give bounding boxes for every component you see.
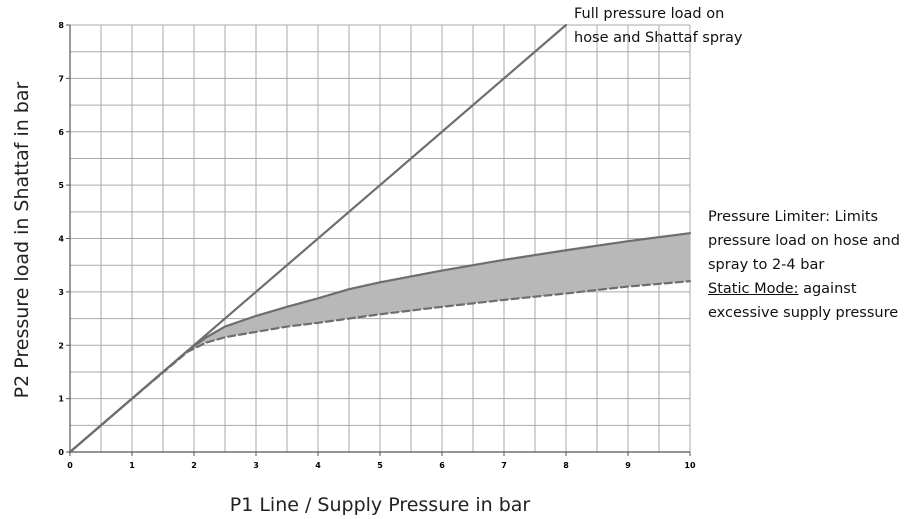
y-tick-label: 4 <box>58 235 64 244</box>
y-tick-label: 3 <box>58 288 64 297</box>
annotation-line: excessive supply pressure <box>708 305 899 321</box>
y-tick-label: 8 <box>58 21 64 30</box>
limiter-band <box>70 233 690 452</box>
y-tick-label: 1 <box>58 395 64 404</box>
limiter-upper-line <box>68 232 692 454</box>
x-tick-label: 0 <box>67 461 73 470</box>
annotation-line: Full pressure load on <box>574 6 725 22</box>
x-tick-label: 10 <box>684 461 696 470</box>
x-tick-label: 8 <box>563 461 569 470</box>
chart-grid <box>69 24 691 453</box>
x-tick-label: 3 <box>253 461 259 470</box>
annotation-line: Static Mode: against <box>708 277 900 301</box>
x-tick-label: 2 <box>191 461 197 470</box>
static-mode-text: against <box>798 281 857 297</box>
annotation-line: spray to 2-4 bar <box>708 257 825 273</box>
y-tick-label: 2 <box>58 341 64 350</box>
x-tick-label: 7 <box>501 461 507 470</box>
y-tick-label: 5 <box>58 181 64 190</box>
x-tick-label: 9 <box>625 461 631 470</box>
x-axis-label: P1 Line / Supply Pressure in bar <box>230 494 531 516</box>
full-load-annotation: Full pressure load on hose and Shattaf s… <box>574 2 742 50</box>
static-mode-label: Static Mode: <box>708 281 799 297</box>
y-tick-label: 0 <box>58 448 64 457</box>
x-tick-label: 4 <box>315 461 321 470</box>
annotation-line: hose and Shattaf spray <box>574 30 743 46</box>
chart-ticks: 0 1 2 3 4 5 6 7 8 9 10 0 1 2 3 4 5 6 7 8 <box>58 21 696 470</box>
y-tick-label: 7 <box>58 74 64 83</box>
annotation-line: Pressure Limiter: Limits <box>708 209 879 225</box>
annotation-line: pressure load on hose and <box>708 233 900 249</box>
y-tick-label: 6 <box>58 128 64 137</box>
limiter-lower-line <box>68 280 692 454</box>
x-tick-label: 5 <box>377 461 383 470</box>
limiter-annotation: Pressure Limiter: Limits pressure load o… <box>708 205 900 325</box>
x-tick-label: 6 <box>439 461 445 470</box>
x-tick-label: 1 <box>129 461 135 470</box>
y-axis-label: P2 Pressure load in Shattaf in bar <box>11 81 33 398</box>
chart-marks <box>68 23 692 454</box>
